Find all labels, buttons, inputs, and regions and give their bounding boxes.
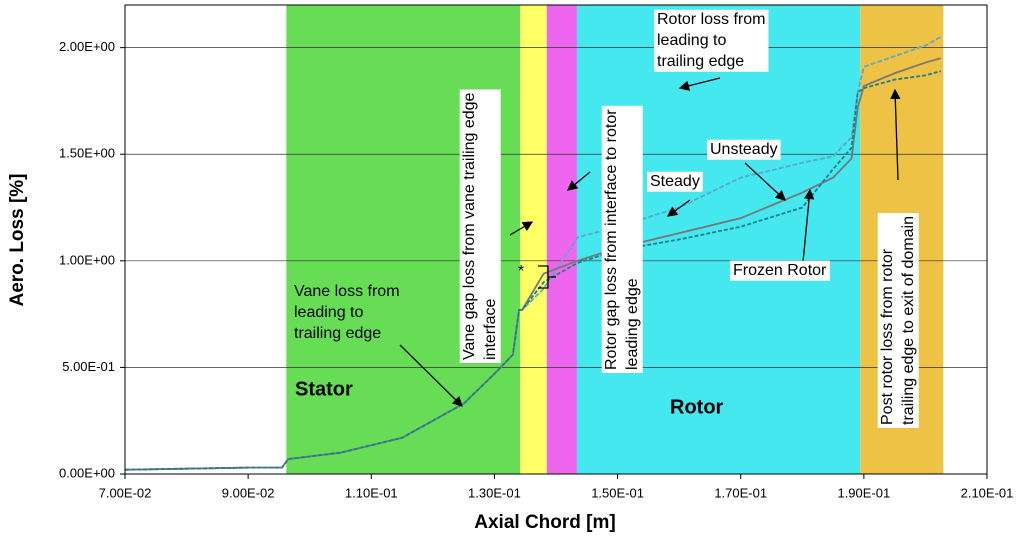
x-tick-label: 1.70E-01	[714, 485, 767, 500]
region	[546, 5, 577, 474]
arrow	[678, 77, 721, 91]
y-tick-label: 5.00E-01	[62, 359, 115, 374]
label-box	[459, 89, 501, 363]
annotation-text: Post rotor loss from rotor	[879, 248, 896, 425]
annotation: Rotor gap loss from interface to rotor le…	[601, 105, 643, 373]
annotation-text: leading to	[294, 304, 363, 321]
annotation: Vane loss from leading to trailing edge	[294, 283, 400, 342]
region-label: Rotor	[670, 396, 724, 418]
y-tick-label: 2.00E+00	[59, 39, 115, 54]
annotation-text: interface	[482, 299, 499, 360]
region	[520, 5, 547, 474]
label-box	[730, 260, 831, 281]
y-tick-label: 1.50E+00	[59, 146, 115, 161]
series-label: Unsteady	[710, 141, 778, 158]
y-tick-label: 1.00E+00	[59, 252, 115, 267]
bracket	[538, 265, 556, 289]
series-label-group: Frozen Rotor	[730, 260, 831, 281]
label-box	[707, 139, 781, 160]
series-label-group: Steady	[647, 171, 703, 192]
annotation-text: Vane loss from	[294, 283, 400, 300]
y-axis-title: Aero. Loss [%]	[7, 173, 28, 306]
annotation-text: leading to	[657, 32, 726, 49]
plot-frame	[124, 4, 988, 475]
annotation: Post rotor loss from rotor trailing edge …	[877, 212, 919, 428]
label-box	[654, 9, 769, 72]
series-line	[124, 36, 942, 471]
annotation: Rotor loss from leading to trailing edge	[654, 9, 769, 72]
arrow	[399, 344, 463, 407]
annotation-text: Rotor gap loss from interface to rotor	[603, 109, 620, 370]
x-tick-label: 1.30E-01	[468, 485, 521, 500]
annotation: *	[518, 263, 524, 280]
annotation-text: Vane gap loss from vane trailing edge	[461, 92, 478, 360]
annotation-text: Rotor loss from	[657, 11, 765, 28]
label-box	[647, 171, 703, 192]
annotation: Vane gap loss from vane trailing edge int…	[459, 89, 501, 363]
x-tick-label: 1.10E-01	[345, 485, 398, 500]
x-tick-label: 7.00E-02	[99, 485, 152, 500]
label-box	[601, 105, 643, 373]
annotation-text: leading edge	[624, 278, 641, 370]
x-axis-title: Axial Chord [m]	[474, 512, 615, 533]
label-box	[877, 212, 919, 428]
series-line	[124, 57, 942, 471]
series-line	[124, 70, 942, 471]
annotation-text: trailing edge	[657, 53, 744, 70]
arrow	[744, 162, 786, 201]
annotation-text: *	[518, 263, 524, 280]
series-label: Frozen Rotor	[733, 262, 827, 279]
arrow	[509, 221, 534, 236]
arrow	[890, 88, 901, 181]
series-label: Steady	[650, 173, 700, 190]
arrow	[566, 171, 591, 191]
arrow	[802, 188, 815, 263]
x-tick-label: 2.10E-01	[961, 485, 1014, 500]
region-label: Stator	[295, 378, 353, 400]
annotation-text: trailing edge to exit of domain	[900, 216, 917, 425]
y-tick-label: 0.00E+00	[59, 465, 115, 480]
series-label-group: Unsteady	[707, 139, 781, 160]
x-tick-label: 9.00E-02	[222, 485, 275, 500]
arrow	[666, 199, 691, 217]
x-tick-label: 1.50E-01	[591, 485, 644, 500]
x-tick-label: 1.90E-01	[837, 485, 890, 500]
annotation-text: trailing edge	[294, 325, 381, 342]
arrows	[399, 77, 901, 407]
